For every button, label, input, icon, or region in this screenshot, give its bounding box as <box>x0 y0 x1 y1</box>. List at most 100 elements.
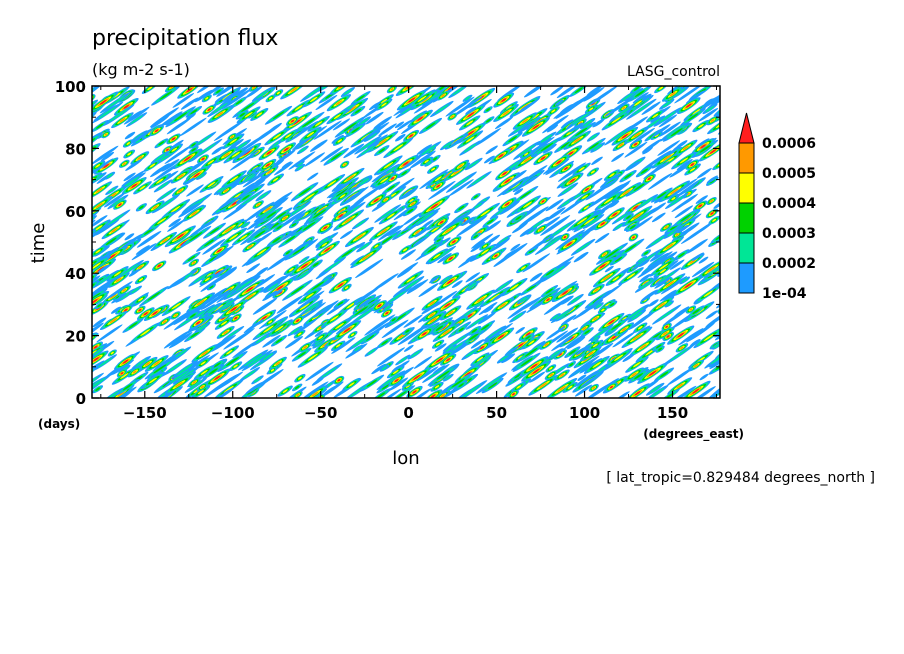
heatmap-cell <box>97 304 102 308</box>
heatmap-cell <box>385 311 389 315</box>
heatmap-cell <box>331 337 356 354</box>
heatmap-cell <box>300 257 308 263</box>
heatmap-cell <box>523 296 542 310</box>
heatmap-cell <box>193 273 208 284</box>
heatmap-cell <box>217 185 228 193</box>
heatmap-cell <box>558 353 562 356</box>
heatmap-cell <box>367 132 378 140</box>
heatmap-cell <box>498 237 509 244</box>
heatmap-cell <box>374 244 379 248</box>
heatmap-cell <box>545 269 555 276</box>
y-tick-label: 0 <box>76 390 86 408</box>
heatmap-cell <box>699 373 709 381</box>
heatmap-cell <box>579 357 603 374</box>
heatmap-cell <box>261 315 267 321</box>
heatmap-cell <box>679 222 700 237</box>
heatmap-cell <box>698 204 702 208</box>
heatmap-cell <box>93 357 99 362</box>
heatmap-cell <box>289 239 312 255</box>
heatmap-cell <box>390 177 415 195</box>
heatmap-cell <box>243 319 264 334</box>
heatmap-cell <box>410 350 421 358</box>
heatmap-cell <box>730 136 738 142</box>
heatmap-cell <box>110 294 117 299</box>
heatmap-cell <box>200 385 204 389</box>
heatmap-cell <box>542 114 569 134</box>
heatmap-cell <box>74 118 82 125</box>
heatmap-cell <box>337 139 342 143</box>
heatmap-cell <box>727 336 739 345</box>
heatmap-cell <box>720 130 735 142</box>
heatmap-cell <box>709 149 717 154</box>
heatmap-cell <box>276 91 281 95</box>
heatmap-cell <box>264 206 272 212</box>
heatmap-cell <box>217 248 222 253</box>
heatmap-cell <box>160 190 173 199</box>
heatmap-cell <box>713 344 720 349</box>
heatmap-cell <box>471 174 487 186</box>
heatmap-cell <box>676 383 684 389</box>
heatmap-cell <box>305 87 322 99</box>
heatmap-cell <box>152 311 158 315</box>
heatmap-cell <box>262 352 274 361</box>
heatmap-cell <box>221 88 253 110</box>
heatmap-cell <box>275 149 296 164</box>
heatmap-cell <box>298 302 326 321</box>
heatmap-cell <box>390 88 394 91</box>
heatmap-cell <box>196 321 201 325</box>
heatmap-cell <box>214 375 221 381</box>
heatmap-cell <box>168 218 181 228</box>
heatmap-cell <box>186 323 202 334</box>
heatmap-cell <box>626 215 631 219</box>
heatmap-cell <box>674 205 694 219</box>
heatmap-cell <box>413 112 424 121</box>
heatmap-cell <box>63 281 86 299</box>
heatmap-cell <box>200 289 232 310</box>
heatmap-cell <box>637 325 643 330</box>
heatmap-cell <box>452 175 471 189</box>
heatmap-cell <box>648 299 659 307</box>
heatmap-cell <box>720 386 728 393</box>
heatmap-cell <box>519 227 534 237</box>
heatmap-cell <box>66 284 83 297</box>
heatmap-cell <box>307 172 319 181</box>
heatmap-cell <box>163 330 190 349</box>
heatmap-cell <box>444 388 458 398</box>
heatmap-cell <box>557 162 587 182</box>
heatmap-cell <box>189 232 203 242</box>
heatmap-cell <box>191 148 196 152</box>
heatmap-cell <box>229 176 239 183</box>
heatmap-cell <box>521 118 529 124</box>
heatmap-cell <box>378 123 397 137</box>
heatmap-cell <box>637 257 645 263</box>
heatmap-cell <box>100 151 115 162</box>
heatmap-cell <box>601 308 605 312</box>
heatmap-cell <box>71 114 92 130</box>
heatmap-cell <box>650 387 665 398</box>
heatmap-cell <box>403 344 414 352</box>
heatmap-cell <box>569 363 574 367</box>
heatmap-cell <box>355 258 384 279</box>
heatmap-cell <box>257 172 272 184</box>
heatmap-cell <box>398 187 417 200</box>
heatmap-cell <box>377 347 405 367</box>
dataset-label: LASG_control <box>627 64 720 80</box>
heatmap-cell <box>125 158 143 171</box>
heatmap-cell <box>436 370 450 380</box>
heatmap-cell <box>267 122 282 133</box>
heatmap-cell <box>162 320 167 324</box>
heatmap-cell <box>243 369 256 379</box>
heatmap-cell <box>584 329 590 335</box>
heatmap-cell <box>715 235 720 240</box>
heatmap-cell <box>103 192 126 208</box>
heatmap-cell <box>654 276 672 289</box>
heatmap-cell <box>716 290 720 309</box>
heatmap-cell <box>437 253 452 264</box>
heatmap-cell <box>178 203 200 218</box>
heatmap-cell <box>70 286 80 294</box>
heatmap-cell <box>343 143 365 159</box>
heatmap-cell <box>440 393 445 398</box>
y-tick-label: 20 <box>65 328 86 346</box>
heatmap-cell <box>570 296 581 304</box>
